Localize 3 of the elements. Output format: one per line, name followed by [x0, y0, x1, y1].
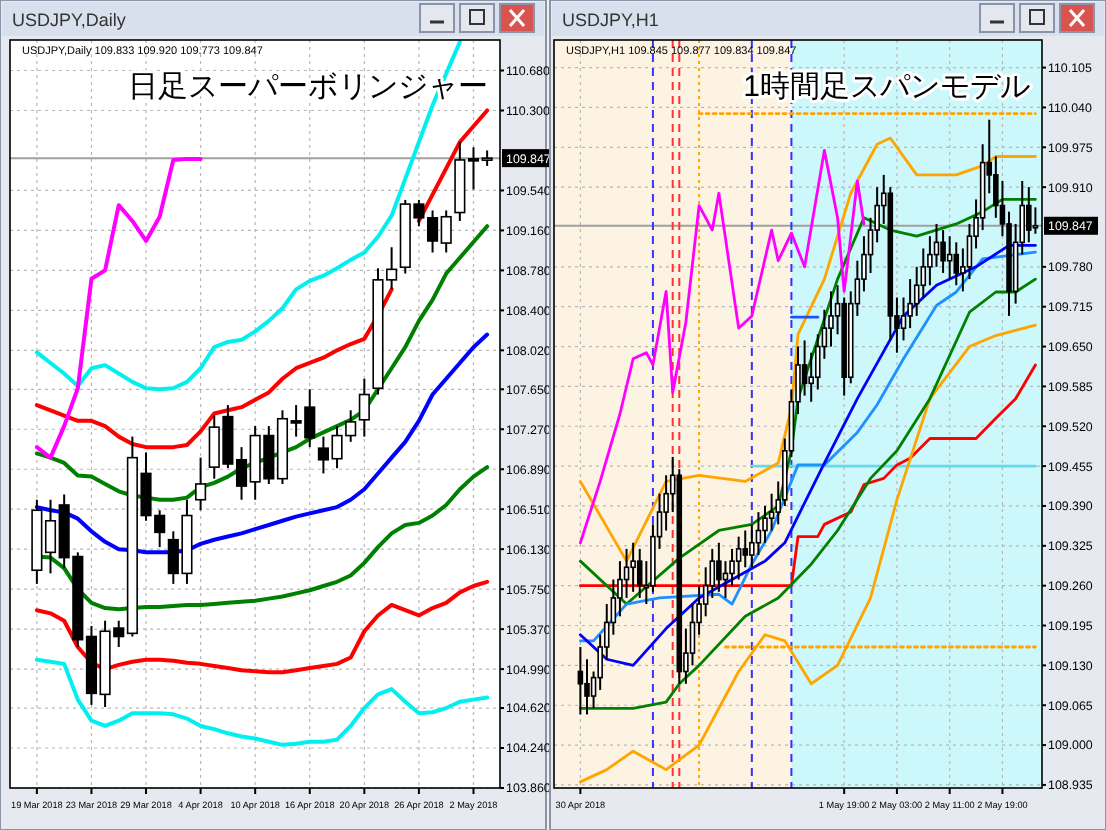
- text: 1時間足スパンモデル: [743, 70, 1030, 104]
- chart-subtitle: USDJPY,Daily: [12, 10, 127, 30]
- chart-subtitle: USDJPY,H1: [562, 10, 659, 30]
